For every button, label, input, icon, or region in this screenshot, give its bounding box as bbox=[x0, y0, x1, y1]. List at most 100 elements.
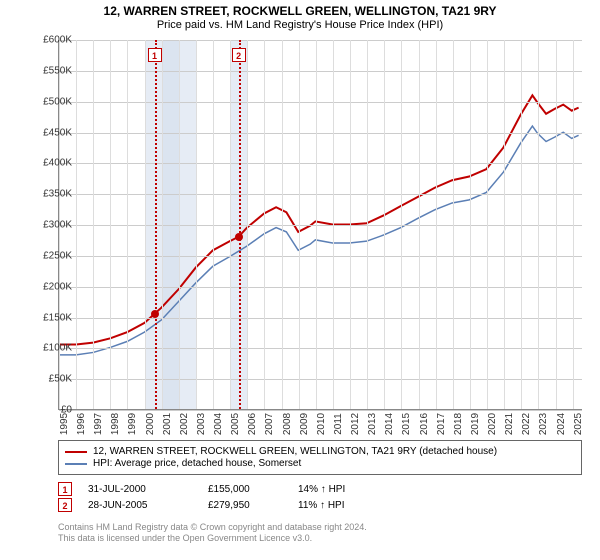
x-axis-label: 2024 bbox=[556, 413, 567, 435]
gridline-v bbox=[93, 40, 94, 409]
gridline-v bbox=[453, 40, 454, 409]
sale-marker-line bbox=[155, 40, 157, 409]
gridline-v bbox=[436, 40, 437, 409]
sale-price: £279,950 bbox=[208, 500, 298, 511]
price-chart: 1995199619971998199920002001200220032004… bbox=[58, 40, 582, 410]
x-axis-label: 2012 bbox=[350, 413, 361, 435]
y-axis-label: £550K bbox=[32, 65, 72, 76]
gridline-v bbox=[384, 40, 385, 409]
gridline-v bbox=[76, 40, 77, 409]
gridline-v bbox=[316, 40, 317, 409]
y-axis-label: £400K bbox=[32, 158, 72, 169]
y-axis-label: £0 bbox=[32, 405, 72, 416]
y-axis-label: £250K bbox=[32, 250, 72, 261]
gridline-h bbox=[59, 410, 582, 411]
gridline-v bbox=[333, 40, 334, 409]
x-axis-label: 2022 bbox=[521, 413, 532, 435]
footer-attribution: Contains HM Land Registry data © Crown c… bbox=[58, 522, 367, 544]
x-axis-label: 2021 bbox=[504, 413, 515, 435]
x-axis-label: 2005 bbox=[230, 413, 241, 435]
x-axis-label: 2006 bbox=[247, 413, 258, 435]
x-axis-label: 1998 bbox=[110, 413, 121, 435]
gridline-v bbox=[247, 40, 248, 409]
gridline-v bbox=[299, 40, 300, 409]
x-axis-label: 2016 bbox=[419, 413, 430, 435]
gridline-v bbox=[110, 40, 111, 409]
chart-legend: 12, WARREN STREET, ROCKWELL GREEN, WELLI… bbox=[58, 440, 582, 475]
gridline-v bbox=[521, 40, 522, 409]
page-subtitle: Price paid vs. HM Land Registry's House … bbox=[0, 19, 600, 31]
sale-marker-line bbox=[239, 40, 241, 409]
gridline-v bbox=[367, 40, 368, 409]
x-axis-label: 2004 bbox=[213, 413, 224, 435]
x-axis-label: 2007 bbox=[264, 413, 275, 435]
x-axis-label: 2019 bbox=[470, 413, 481, 435]
sale-diff: 14% ↑ HPI bbox=[298, 484, 345, 495]
gridline-v bbox=[179, 40, 180, 409]
gridline-v bbox=[127, 40, 128, 409]
gridline-v bbox=[213, 40, 214, 409]
x-axis-label: 2010 bbox=[316, 413, 327, 435]
x-axis-label: 2009 bbox=[299, 413, 310, 435]
gridline-v bbox=[282, 40, 283, 409]
x-axis-label: 2011 bbox=[333, 413, 344, 435]
legend-label-property: 12, WARREN STREET, ROCKWELL GREEN, WELLI… bbox=[93, 446, 497, 457]
x-axis-label: 2008 bbox=[282, 413, 293, 435]
gridline-v bbox=[470, 40, 471, 409]
x-axis-label: 2020 bbox=[487, 413, 498, 435]
page-title: 12, WARREN STREET, ROCKWELL GREEN, WELLI… bbox=[0, 4, 600, 18]
x-axis-label: 2017 bbox=[436, 413, 447, 435]
sale-index-box: 1 bbox=[58, 482, 72, 496]
sale-marker-dot bbox=[235, 233, 243, 241]
gridline-v bbox=[264, 40, 265, 409]
legend-label-hpi: HPI: Average price, detached house, Some… bbox=[93, 458, 301, 469]
gridline-v bbox=[401, 40, 402, 409]
x-axis-label: 1995 bbox=[59, 413, 70, 435]
y-axis-label: £300K bbox=[32, 220, 72, 231]
x-axis-label: 2002 bbox=[179, 413, 190, 435]
y-axis-label: £150K bbox=[32, 312, 72, 323]
sale-date: 31-JUL-2000 bbox=[88, 484, 208, 495]
y-axis-label: £600K bbox=[32, 35, 72, 46]
x-axis-label: 2003 bbox=[196, 413, 207, 435]
x-axis-label: 2013 bbox=[367, 413, 378, 435]
x-axis-label: 1999 bbox=[127, 413, 138, 435]
sale-row: 1 31-JUL-2000£155,00014% ↑ HPI bbox=[58, 482, 345, 496]
x-axis-label: 1996 bbox=[76, 413, 87, 435]
y-axis-label: £100K bbox=[32, 343, 72, 354]
gridline-v bbox=[350, 40, 351, 409]
sale-row: 228-JUN-2005£279,95011% ↑ HPI bbox=[58, 498, 345, 512]
gridline-v bbox=[556, 40, 557, 409]
gridline-v bbox=[504, 40, 505, 409]
x-axis-label: 1997 bbox=[93, 413, 104, 435]
legend-swatch-property bbox=[65, 451, 87, 453]
x-axis-label: 2014 bbox=[384, 413, 395, 435]
sale-marker-box: 1 bbox=[148, 48, 162, 62]
series-hpi bbox=[59, 126, 579, 355]
gridline-v bbox=[145, 40, 146, 409]
gridline-v bbox=[487, 40, 488, 409]
y-axis-label: £450K bbox=[32, 127, 72, 138]
y-axis-label: £50K bbox=[32, 374, 72, 385]
x-axis-label: 2000 bbox=[145, 413, 156, 435]
sale-diff: 11% ↑ HPI bbox=[298, 500, 345, 511]
footer-line-2: This data is licensed under the Open Gov… bbox=[58, 533, 367, 544]
gridline-v bbox=[162, 40, 163, 409]
sale-marker-dot bbox=[151, 310, 159, 318]
gridline-v bbox=[538, 40, 539, 409]
footer-line-1: Contains HM Land Registry data © Crown c… bbox=[58, 522, 367, 533]
x-axis-label: 2015 bbox=[401, 413, 412, 435]
sale-marker-box: 2 bbox=[232, 48, 246, 62]
x-axis-label: 2025 bbox=[573, 413, 584, 435]
y-axis-label: £500K bbox=[32, 96, 72, 107]
gridline-v bbox=[419, 40, 420, 409]
sales-table: 1 31-JUL-2000£155,00014% ↑ HPI 228-JUN-200… bbox=[58, 480, 345, 514]
gridline-v bbox=[573, 40, 574, 409]
x-axis-label: 2023 bbox=[538, 413, 549, 435]
sale-price: £155,000 bbox=[208, 484, 298, 495]
gridline-v bbox=[196, 40, 197, 409]
y-axis-label: £200K bbox=[32, 281, 72, 292]
gridline-v bbox=[230, 40, 231, 409]
sale-date: 28-JUN-2005 bbox=[88, 500, 208, 511]
x-axis-label: 2001 bbox=[162, 413, 173, 435]
